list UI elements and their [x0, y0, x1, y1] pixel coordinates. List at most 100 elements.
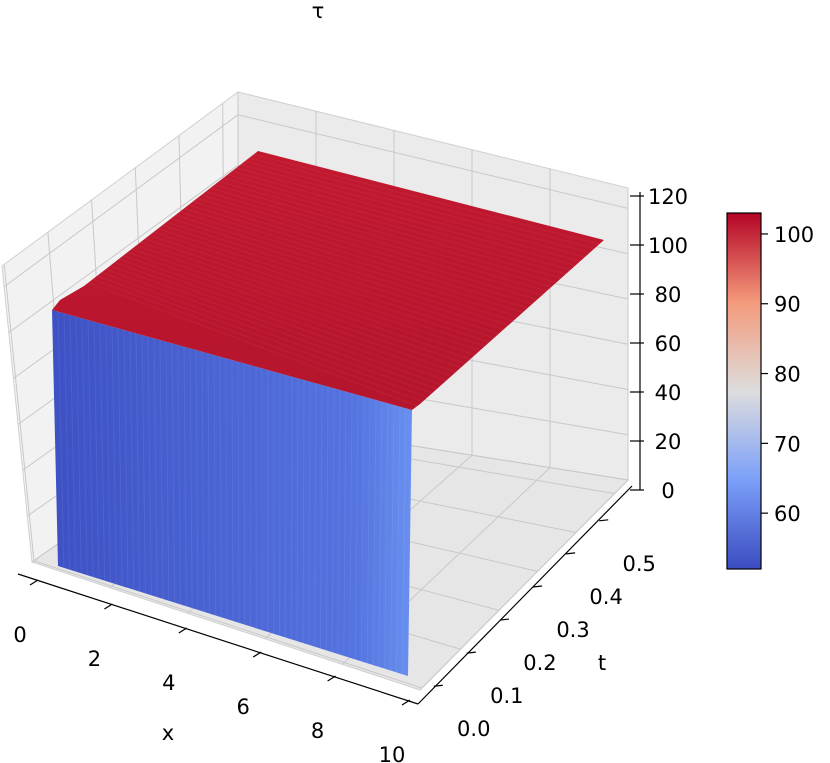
t-tick-label: 0.2 — [523, 651, 556, 675]
mesh-line — [179, 211, 518, 317]
mesh-line — [192, 201, 533, 305]
mesh-line — [401, 408, 407, 675]
mesh-line — [214, 184, 557, 283]
t-tick-mark — [499, 618, 510, 621]
t-tick-mark — [433, 684, 443, 687]
mesh-line — [249, 157, 595, 249]
mesh-line — [219, 356, 222, 618]
mesh-line — [390, 404, 395, 671]
t-tick-label: 0.0 — [457, 717, 490, 741]
mesh-line — [157, 228, 494, 339]
mesh-line — [183, 207, 523, 313]
mesh-line — [135, 333, 141, 592]
t-tick-label: 0.5 — [622, 552, 655, 576]
colorbar-tick-label: 90 — [774, 293, 801, 317]
mesh-line — [225, 358, 228, 620]
mesh-line — [93, 321, 100, 579]
surface-top-plateau — [52, 151, 604, 410]
mesh-line — [240, 164, 585, 258]
mesh-line — [131, 248, 465, 364]
mesh-line — [302, 379, 305, 644]
mesh-line — [114, 261, 446, 381]
surface-top-mesh — [88, 153, 600, 407]
mesh-line — [141, 334, 146, 594]
mesh-line — [159, 339, 164, 600]
z-tick-label: 60 — [655, 332, 682, 356]
mesh-line — [96, 275, 427, 398]
mesh-line — [237, 361, 240, 623]
z-tick-label: 100 — [648, 234, 688, 258]
colorbar-tick-label: 80 — [774, 363, 801, 387]
x-tick-label: 6 — [237, 695, 250, 719]
colorbar-tick-label: 70 — [774, 432, 801, 456]
surface-front-face — [52, 310, 412, 676]
colorbar-ticks: 60 70 80 90 100 — [761, 223, 814, 526]
mesh-line — [201, 351, 205, 612]
mesh-line — [201, 194, 542, 296]
x-tick-label: 2 — [88, 647, 101, 671]
mesh-line — [337, 389, 341, 655]
x-tick-label: 0 — [13, 623, 26, 647]
mesh-line — [149, 234, 485, 347]
mesh-line — [140, 241, 475, 356]
colorbar-tick-label: 100 — [774, 223, 814, 247]
mesh-line — [177, 344, 181, 605]
mesh-line — [378, 401, 383, 667]
mesh-line — [296, 378, 299, 642]
mesh-line — [63, 313, 71, 570]
mesh-line — [127, 251, 461, 368]
mesh-line — [147, 336, 152, 596]
mesh-line — [165, 341, 170, 601]
mesh-line — [343, 391, 347, 656]
mesh-line — [290, 376, 293, 640]
grid-line-x — [419, 479, 629, 691]
mesh-line — [244, 160, 590, 254]
colorbar-tick-label: 60 — [774, 502, 801, 526]
mesh-line — [231, 359, 234, 622]
mesh-line — [366, 398, 371, 664]
mesh-line — [188, 204, 528, 309]
x-axis-ticks: 0 2 4 6 8 10 — [13, 579, 411, 763]
mesh-line — [153, 231, 489, 343]
mesh-line — [349, 393, 353, 658]
mesh-line — [236, 167, 581, 262]
x-tick-mark — [178, 627, 188, 634]
mesh-line — [395, 406, 401, 673]
mesh-line — [105, 324, 111, 583]
mesh-line — [183, 346, 187, 607]
x-tick-mark — [401, 699, 411, 706]
mesh-line — [196, 197, 537, 300]
mesh-line — [207, 353, 211, 614]
mesh-line — [109, 265, 441, 385]
x-tick-mark — [327, 675, 336, 682]
mesh-line — [205, 191, 547, 292]
mesh-line — [101, 272, 432, 394]
mesh-line — [384, 403, 389, 669]
x-tick-mark — [104, 603, 113, 610]
z-axis-ticks: 0 20 40 60 80 100 120 — [630, 185, 688, 503]
x-tick-label: 8 — [311, 719, 324, 743]
x-axis-line — [17, 573, 419, 705]
mesh-line — [227, 174, 571, 271]
x-tick-label: 4 — [162, 671, 175, 695]
mesh-line — [57, 311, 65, 568]
x-axis-label: x — [162, 721, 174, 745]
z-tick-label: 80 — [655, 283, 682, 307]
z-tick-label: 20 — [655, 430, 682, 454]
grid-line-t-left — [3, 264, 35, 561]
mesh-line — [162, 224, 499, 334]
mesh-line — [171, 343, 176, 603]
mesh-line — [223, 177, 566, 275]
mesh-line — [136, 245, 470, 360]
mesh-line — [87, 319, 94, 578]
t-axis-label: t — [598, 651, 606, 675]
mesh-line — [118, 258, 451, 377]
mesh-line — [153, 338, 158, 598]
mesh-line — [117, 328, 123, 587]
mesh-line — [243, 363, 246, 625]
mesh-line — [325, 386, 329, 651]
t-tick-mark — [466, 651, 476, 654]
mesh-line — [213, 354, 216, 616]
x-tick-label: 10 — [379, 743, 406, 763]
